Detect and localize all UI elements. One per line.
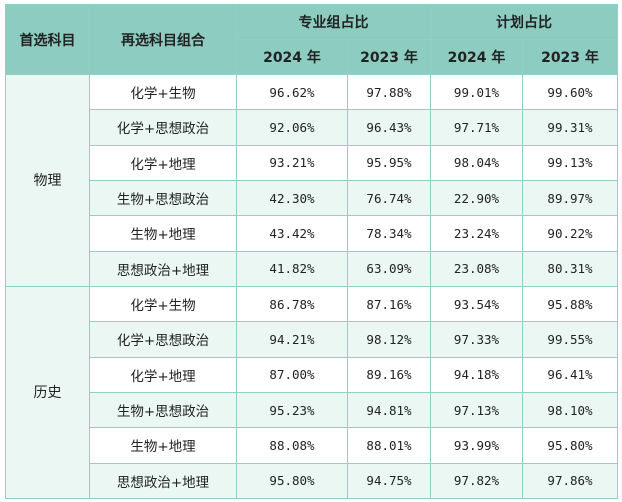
ratio-cell: 23.24% <box>430 215 523 252</box>
header-year: 2023 年 <box>347 39 431 75</box>
ratio-cell: 23.08% <box>430 250 523 287</box>
ratio-cell: 41.82% <box>236 250 348 287</box>
table-row: 化学+思想政治 92.06% 96.43% 97.71% 99.31% <box>6 109 618 146</box>
ratio-cell: 80.31% <box>522 250 618 287</box>
ratio-cell: 88.01% <box>347 427 431 464</box>
ratio-cell: 93.99% <box>430 427 523 464</box>
combo-cell: 思想政治+地理 <box>89 250 237 287</box>
ratio-cell: 89.97% <box>522 179 618 217</box>
header-year: 2023 年 <box>522 39 618 75</box>
table-row: 化学+地理 87.00% 89.16% 94.18% 96.41% <box>6 356 618 393</box>
combo-cell: 化学+生物 <box>89 73 237 111</box>
ratio-cell: 22.90% <box>430 179 523 217</box>
ratio-cell: 97.82% <box>430 462 523 500</box>
combo-cell: 化学+思想政治 <box>89 109 237 146</box>
combo-cell: 生物+思想政治 <box>89 179 237 217</box>
header-year: 2024 年 <box>430 39 523 75</box>
ratio-cell: 99.01% <box>430 73 523 111</box>
combo-cell: 化学+生物 <box>89 285 237 323</box>
ratio-cell: 96.43% <box>347 109 431 146</box>
combo-cell: 化学+思想政治 <box>89 321 237 358</box>
ratio-cell: 63.09% <box>347 250 431 287</box>
ratio-cell: 86.78% <box>236 285 348 323</box>
ratio-cell: 97.71% <box>430 109 523 146</box>
combo-cell: 化学+地理 <box>89 356 237 393</box>
combo-cell: 化学+地理 <box>89 144 237 181</box>
header-plan-ratio: 计划占比 <box>430 4 618 40</box>
ratio-cell: 93.54% <box>430 285 523 323</box>
ratio-cell: 87.16% <box>347 285 431 323</box>
table-row: 化学+思想政治 94.21% 98.12% 97.33% 99.55% <box>6 321 618 358</box>
ratio-cell: 99.55% <box>522 321 618 358</box>
table-row: 物理 化学+生物 96.62% 97.88% 99.01% 99.60% <box>5 73 618 287</box>
ratio-cell: 98.04% <box>430 144 523 181</box>
table-row: 生物+思想政治 95.23% 94.81% 97.13% 98.10% <box>6 391 618 429</box>
ratio-cell: 96.41% <box>522 356 618 393</box>
header-combo: 再选科目组合 <box>89 4 237 75</box>
ratio-cell: 97.88% <box>347 73 431 111</box>
ratio-cell: 90.22% <box>522 215 618 252</box>
ratio-cell: 95.80% <box>522 427 618 464</box>
ratio-cell: 89.16% <box>347 356 431 393</box>
table-row: 生物+地理 43.42% 78.34% 23.24% 90.22% <box>6 215 618 252</box>
ratio-cell: 99.60% <box>522 73 618 111</box>
ratio-cell: 94.81% <box>347 391 431 429</box>
ratio-cell: 88.08% <box>236 427 348 464</box>
ratio-cell: 98.12% <box>347 321 431 358</box>
ratio-cell: 97.33% <box>430 321 523 358</box>
ratio-cell: 94.18% <box>430 356 523 393</box>
ratio-cell: 94.21% <box>236 321 348 358</box>
ratio-cell: 97.13% <box>430 391 523 429</box>
ratio-cell: 94.75% <box>347 462 431 500</box>
ratio-cell: 99.13% <box>522 144 618 181</box>
ratio-cell: 97.86% <box>522 462 618 500</box>
ratio-cell: 99.31% <box>522 109 618 146</box>
ratio-cell: 76.74% <box>347 179 431 217</box>
table-row: 思想政治+地理 95.80% 94.75% 97.82% 97.86% <box>6 462 618 500</box>
table-row: 生物+思想政治 42.30% 76.74% 22.90% 89.97% <box>6 179 618 217</box>
ratio-cell: 92.06% <box>236 109 348 146</box>
table-row: 化学+地理 93.21% 95.95% 98.04% 99.13% <box>6 144 618 181</box>
combo-cell: 生物+地理 <box>89 215 237 252</box>
ratio-cell: 95.88% <box>522 285 618 323</box>
ratio-cell: 95.80% <box>236 462 348 500</box>
table-body: 物理 化学+生物 96.62% 97.88% 99.01% 99.60% 化学+思想政治 92… <box>5 73 618 500</box>
header-major-ratio: 专业组占比 <box>236 4 431 40</box>
combo-cell: 思想政治+地理 <box>89 462 237 500</box>
ratio-cell: 95.23% <box>236 391 348 429</box>
combo-cell: 生物+地理 <box>89 427 237 464</box>
subject-ratio-table: 首选科目 再选科目组合 专业组占比 计划占比 2024 年 2023 年 202… <box>5 4 618 500</box>
ratio-cell: 98.10% <box>522 391 618 429</box>
ratio-cell: 95.95% <box>347 144 431 181</box>
ratio-cell: 93.21% <box>236 144 348 181</box>
ratio-cell: 87.00% <box>236 356 348 393</box>
combo-cell: 生物+思想政治 <box>89 391 237 429</box>
table-row: 生物+地理 88.08% 88.01% 93.99% 95.80% <box>6 427 618 464</box>
table-row: 历史 化学+生物 86.78% 87.16% 93.54% 95.88% <box>5 285 618 500</box>
ratio-cell: 78.34% <box>347 215 431 252</box>
header-year: 2024 年 <box>236 39 348 75</box>
first-subject-cell: 物理 <box>5 74 90 287</box>
header-first-subject: 首选科目 <box>5 4 90 75</box>
ratio-cell: 96.62% <box>236 73 348 111</box>
ratio-cell: 43.42% <box>236 215 348 252</box>
first-subject-cell: 历史 <box>5 285 90 500</box>
table-row: 思想政治+地理 41.82% 63.09% 23.08% 80.31% <box>6 250 618 287</box>
ratio-cell: 42.30% <box>236 179 348 217</box>
